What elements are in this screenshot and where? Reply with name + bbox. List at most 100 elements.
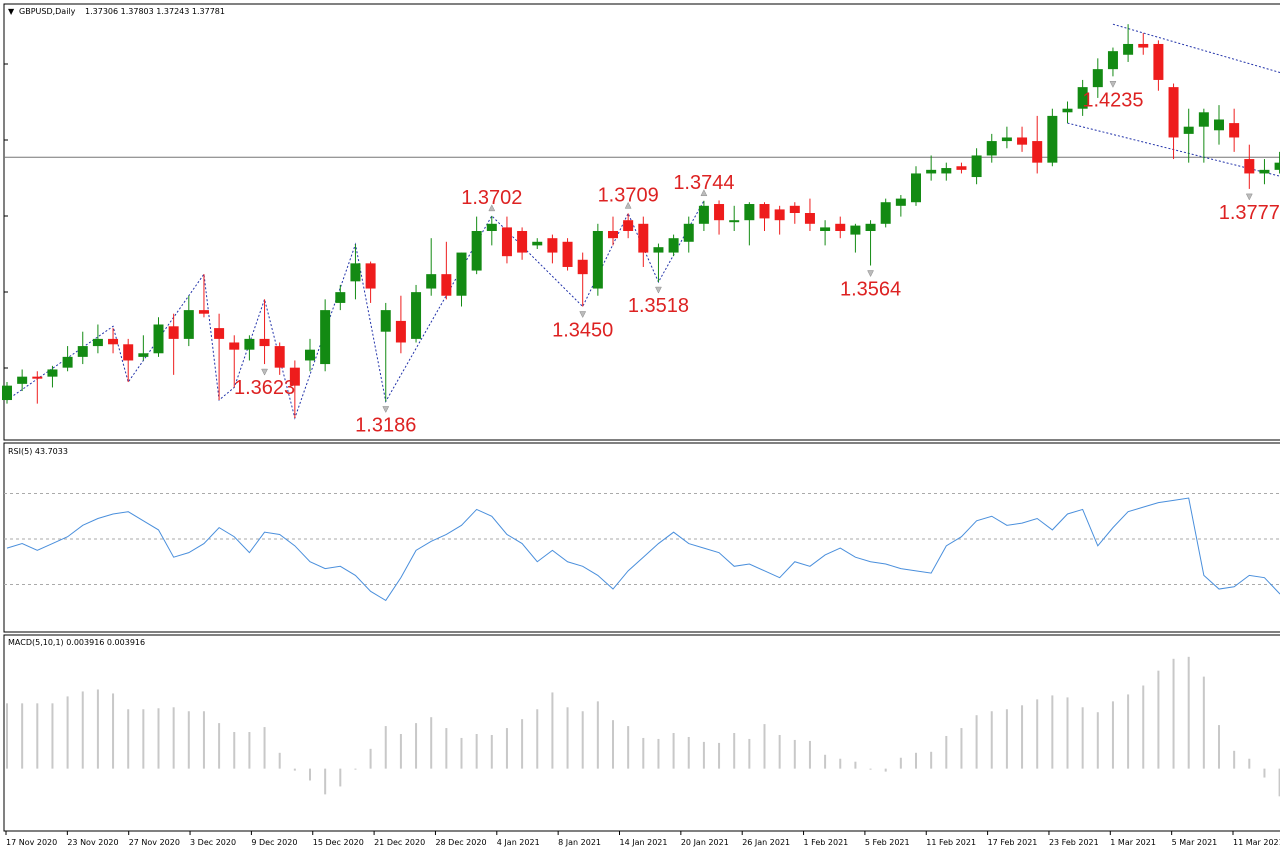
macd-bar — [1066, 697, 1069, 769]
candle-body — [698, 205, 709, 224]
ohlc-header: 1.37306 1.37803 1.37243 1.37781 — [85, 7, 225, 16]
macd-bar — [672, 733, 675, 769]
fractal-down-arrow-icon — [1245, 193, 1253, 201]
candle — [562, 238, 573, 271]
macd-bar — [415, 723, 418, 769]
macd-bar — [990, 711, 993, 769]
candle — [698, 200, 709, 231]
candle — [77, 331, 88, 365]
candle — [1032, 115, 1043, 174]
candle-body — [1092, 69, 1103, 88]
macd-bar — [51, 703, 54, 769]
macd-bar — [1127, 694, 1130, 769]
candle — [1168, 83, 1179, 160]
candle — [108, 328, 119, 354]
candle — [289, 360, 300, 419]
candle-body — [123, 344, 134, 361]
candle — [1077, 79, 1088, 116]
candle — [486, 215, 497, 246]
candle — [244, 335, 255, 361]
macd-bar — [854, 761, 857, 769]
candle-body — [744, 204, 755, 221]
candle-body — [1183, 126, 1194, 134]
candle — [759, 202, 770, 231]
candle — [532, 238, 543, 249]
candle — [32, 371, 43, 404]
candle — [1017, 126, 1028, 152]
candle-body — [380, 310, 391, 332]
macd-bar — [21, 703, 24, 769]
fractal-up-arrow-icon — [624, 201, 632, 209]
candle — [214, 313, 225, 401]
macd-bar — [884, 768, 887, 772]
fractal-down-arrow-icon — [261, 368, 268, 376]
candle-body — [1229, 123, 1240, 138]
candle-body — [1198, 112, 1209, 127]
swing-price-label: 1.4235 — [1082, 89, 1143, 111]
candle-body — [17, 376, 28, 384]
x-axis-label: 26 Jan 2021 — [742, 838, 790, 847]
candle — [714, 200, 725, 235]
candle-body — [1259, 169, 1270, 174]
swing-price-label: 1.3709 — [598, 184, 659, 206]
candle — [471, 216, 482, 275]
candle-body — [926, 169, 937, 174]
candle — [47, 365, 58, 388]
candle — [395, 295, 406, 354]
candle-body — [426, 274, 437, 289]
candle-body — [2, 385, 12, 401]
candle-body — [168, 326, 179, 339]
candle-body — [47, 369, 58, 377]
macd-bar — [536, 709, 539, 769]
x-axis-label: 17 Feb 2021 — [988, 838, 1038, 847]
candle — [547, 234, 558, 264]
candle-body — [880, 202, 891, 224]
candle — [623, 213, 634, 239]
candle — [971, 148, 982, 185]
macd-bar — [354, 768, 357, 770]
swing-price-label: 1.3450 — [552, 320, 613, 342]
macd-bar — [1096, 712, 1099, 769]
candle-body — [1153, 43, 1164, 80]
candle-body — [623, 220, 634, 231]
candle — [1214, 105, 1224, 145]
candle — [789, 202, 800, 224]
candle-body — [956, 166, 967, 170]
candle-body — [577, 259, 588, 275]
macd-bar — [975, 715, 978, 769]
candle-body — [395, 320, 406, 343]
candle — [986, 133, 997, 163]
x-axis-label: 17 Nov 2020 — [6, 838, 57, 847]
candle — [183, 295, 194, 347]
x-axis-label: 23 Feb 2021 — [1049, 838, 1099, 847]
candle-body — [274, 346, 285, 368]
candle-body — [350, 263, 361, 282]
macd-bar — [930, 751, 933, 769]
x-axis-label: 15 Dec 2020 — [313, 838, 364, 847]
channel-lower-line[interactable] — [1067, 122, 1280, 195]
candle-body — [259, 338, 270, 347]
candle-body — [1138, 43, 1149, 48]
fractal-down-arrow-icon — [382, 406, 390, 414]
candle — [17, 369, 28, 392]
macd-bar — [1202, 676, 1205, 769]
macd-bar — [218, 723, 221, 769]
candle-body — [971, 155, 982, 178]
candle — [1229, 108, 1240, 152]
chart-collapse-icon[interactable]: ▼ — [8, 7, 15, 16]
candle-body — [1001, 137, 1012, 142]
symbol-header: GBPUSD,Daily — [19, 7, 76, 16]
macd-bar — [612, 720, 614, 769]
candle-body — [501, 227, 512, 257]
macd-bar — [339, 768, 342, 787]
macd-bar — [627, 726, 630, 769]
fractal-down-arrow-icon — [867, 270, 874, 278]
macd-bar — [1233, 750, 1236, 769]
macd-bar — [566, 707, 569, 769]
candle — [1123, 24, 1134, 62]
candle — [168, 313, 179, 375]
macd-bar — [763, 724, 766, 769]
candle-body — [229, 342, 240, 350]
macd-bar — [202, 711, 205, 769]
macd-bar — [869, 768, 872, 770]
